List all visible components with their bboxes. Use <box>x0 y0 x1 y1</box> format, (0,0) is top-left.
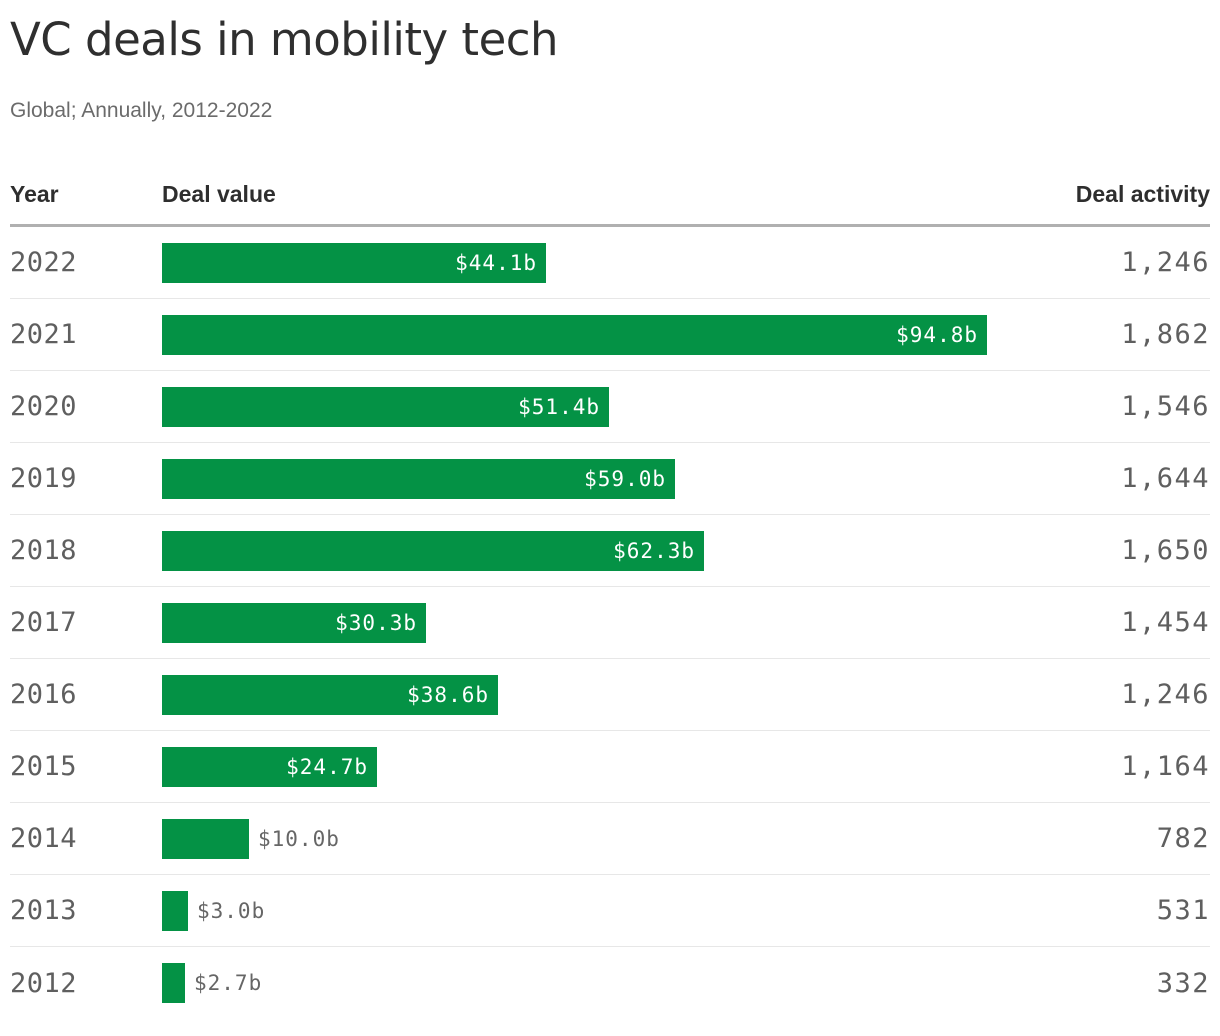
chart-title: VC deals in mobility tech <box>10 13 559 66</box>
column-header-row: Year Deal value Deal activity <box>10 180 1210 227</box>
year-label: 2017 <box>10 607 78 638</box>
bar-value-label: $51.4b <box>518 394 600 419</box>
deal-value-bar: $30.3b <box>162 602 426 643</box>
year-label: 2015 <box>10 751 78 782</box>
year-label: 2013 <box>10 895 78 926</box>
year-label: 2014 <box>10 823 78 854</box>
table-row: 2013 $3.0b 531 <box>10 875 1210 947</box>
deal-value-bar: $62.3b <box>162 530 704 571</box>
bar-value-label: $38.6b <box>407 682 489 707</box>
deal-value-bar: $94.8b <box>162 314 987 355</box>
table-row: 2021 $94.8b 1,862 <box>10 299 1210 371</box>
bar-cell: $10.0b <box>162 818 1050 859</box>
bar-value-label: $3.0b <box>197 898 266 923</box>
table-row: 2022 $44.1b 1,246 <box>10 227 1210 299</box>
deal-activity-value: 1,246 <box>1121 679 1210 710</box>
column-header-year: Year <box>10 181 59 207</box>
deal-activity-value: 1,164 <box>1121 751 1210 782</box>
table-row: 2019 $59.0b 1,644 <box>10 443 1210 515</box>
bar-cell: $2.7b <box>162 963 1050 1003</box>
year-label: 2021 <box>10 319 78 350</box>
year-label: 2012 <box>10 967 78 999</box>
deal-activity-value: 1,644 <box>1121 463 1210 494</box>
deal-activity-value: 531 <box>1156 895 1210 926</box>
chart-subtitle: Global; Annually, 2012-2022 <box>10 99 273 122</box>
table-row: 2016 $38.6b 1,246 <box>10 659 1210 731</box>
table-row: 2017 $30.3b 1,454 <box>10 587 1210 659</box>
bar-value-label: $30.3b <box>335 610 417 635</box>
bar-value-label: $2.7b <box>194 971 263 995</box>
deal-activity-value: 782 <box>1156 823 1210 854</box>
bar-cell: $38.6b <box>162 674 1050 715</box>
year-label: 2018 <box>10 535 78 566</box>
table-row: 2015 $24.7b 1,164 <box>10 731 1210 803</box>
bar-value-label: $62.3b <box>613 538 695 563</box>
year-label: 2022 <box>10 247 78 278</box>
deal-activity-value: 1,862 <box>1121 319 1210 350</box>
bar-cell: $62.3b <box>162 530 1050 571</box>
deal-value-bar: $44.1b <box>162 242 546 283</box>
deal-value-bar <box>162 818 249 859</box>
bar-cell: $59.0b <box>162 458 1050 499</box>
deal-value-bar: $51.4b <box>162 386 609 427</box>
year-label: 2016 <box>10 679 78 710</box>
deal-activity-value: 1,546 <box>1121 391 1210 422</box>
deal-value-bar: $38.6b <box>162 674 498 715</box>
bar-cell: $24.7b <box>162 746 1050 787</box>
chart-rows: 2022 $44.1b 1,246 2021 $94.8b 1,862 2020… <box>10 227 1210 1019</box>
bar-cell: $30.3b <box>162 602 1050 643</box>
column-header-deal-activity: Deal activity <box>1075 181 1210 207</box>
table-row: 2018 $62.3b 1,650 <box>10 515 1210 587</box>
bar-cell: $51.4b <box>162 386 1050 427</box>
bar-value-label: $10.0b <box>258 826 340 851</box>
deal-activity-value: 332 <box>1156 967 1210 999</box>
bar-cell: $94.8b <box>162 314 1050 355</box>
deal-value-bar <box>162 890 188 931</box>
bar-cell: $3.0b <box>162 890 1050 931</box>
deal-activity-value: 1,650 <box>1121 535 1210 566</box>
deal-activity-value: 1,246 <box>1121 247 1210 278</box>
column-header-deal-value: Deal value <box>162 181 276 207</box>
bar-value-label: $24.7b <box>286 754 368 779</box>
year-label: 2020 <box>10 391 78 422</box>
bar-cell: $44.1b <box>162 242 1050 283</box>
deal-value-bar: $59.0b <box>162 458 675 499</box>
table-row: 2014 $10.0b 782 <box>10 803 1210 875</box>
bar-value-label: $44.1b <box>455 250 537 275</box>
deal-activity-value: 1,454 <box>1121 607 1210 638</box>
bar-value-label: $94.8b <box>896 322 978 347</box>
bar-value-label: $59.0b <box>584 466 666 491</box>
table-row: 2020 $51.4b 1,546 <box>10 371 1210 443</box>
year-label: 2019 <box>10 463 78 494</box>
deal-value-bar <box>162 963 185 1003</box>
deal-value-bar: $24.7b <box>162 746 377 787</box>
table-row: 2012 $2.7b 332 <box>10 947 1210 1019</box>
